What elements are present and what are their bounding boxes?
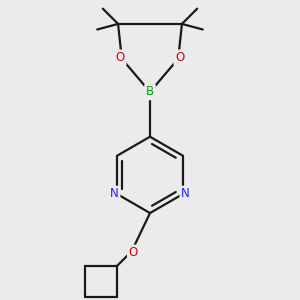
Text: N: N bbox=[181, 188, 190, 200]
Text: O: O bbox=[129, 246, 138, 260]
Text: N: N bbox=[110, 188, 119, 200]
Text: O: O bbox=[175, 51, 184, 64]
Text: O: O bbox=[116, 51, 125, 64]
Text: B: B bbox=[146, 85, 154, 98]
